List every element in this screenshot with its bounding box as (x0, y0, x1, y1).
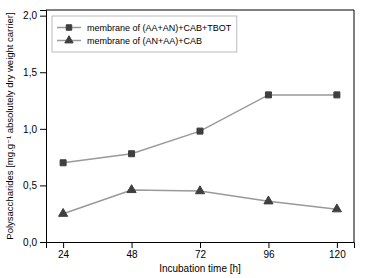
y-tick-label: 1,0 (23, 124, 37, 135)
marker (127, 185, 136, 193)
x-tick: 48 (126, 242, 138, 260)
y-axis-line (40, 11, 47, 243)
x-tick-label: 24 (58, 249, 70, 260)
legend-label: membrane of (AN+AA)+CAB (87, 36, 202, 46)
x-tick-mark (132, 242, 133, 248)
y-tick-mark (40, 72, 46, 73)
x-tick-mark (337, 242, 338, 248)
series (60, 92, 340, 166)
y-tick: 1,5 (23, 67, 46, 78)
x-axis-title: Incubation time [h] (159, 263, 241, 274)
legend: membrane of (AA+AN)+CAB+TBOT membrane of … (52, 16, 237, 52)
y-axis: 0,0 0,5 1,0 1,5 2,0 (23, 10, 46, 247)
y-tick-label: 1,5 (23, 67, 37, 78)
y-tick-mark (40, 242, 46, 243)
marker (334, 92, 340, 98)
y-tick: 1,0 (23, 124, 46, 135)
series (59, 185, 342, 217)
x-tick: 72 (195, 242, 207, 260)
marks (59, 92, 342, 216)
y-tick: 0,0 (23, 237, 46, 248)
x-axis-line (47, 243, 355, 249)
x-tick: 120 (329, 242, 346, 260)
line (63, 95, 337, 163)
legend-marker (65, 36, 73, 43)
legend-item: membrane of (AA+AN)+CAB+TBOT (57, 23, 232, 33)
y-tick-label: 0,0 (23, 237, 37, 248)
y-tick-label: 0,5 (23, 180, 37, 191)
plot-frame (46, 10, 354, 11)
x-tick: 96 (263, 242, 275, 260)
x-tick-mark (200, 242, 201, 248)
x-tick-label: 96 (263, 249, 275, 260)
legend-marker (66, 25, 71, 30)
legend-label: membrane of (AA+AN)+CAB+TBOT (87, 23, 232, 33)
x-tick-mark (268, 242, 269, 248)
marker (195, 186, 204, 194)
x-tick-label: 48 (126, 249, 138, 260)
marker (264, 196, 273, 204)
marker (129, 151, 135, 157)
marker (59, 208, 68, 216)
plot: 24 48 72 96 120 0,0 0,5 1,0 1,5 2,0 membrane of (A… (23, 10, 354, 260)
x-tick-label: 72 (195, 249, 207, 260)
y-tick-mark (40, 129, 46, 130)
x-axis: 24 48 72 96 120 (47, 242, 355, 260)
y-tick: 2,0 (23, 10, 46, 21)
marker (265, 92, 271, 98)
y-tick: 0,5 (23, 180, 46, 191)
y-tick-mark (40, 185, 46, 186)
chart: 24 48 72 96 120 0,0 0,5 1,0 1,5 2,0 membrane of (A… (0, 0, 366, 278)
x-tick: 24 (58, 242, 70, 260)
y-axis-title: Polysaccharides [mg.g⁻¹ absolutely dry w… (4, 12, 15, 239)
x-tick-label: 120 (329, 249, 346, 260)
marker (197, 128, 203, 134)
y-tick-mark (40, 16, 46, 17)
plot-frame (354, 10, 355, 242)
x-tick-mark (63, 242, 64, 248)
y-tick-label: 2,0 (23, 10, 37, 21)
marker (332, 204, 341, 212)
marker (60, 160, 66, 166)
legend-frame (52, 16, 237, 52)
legend-item: membrane of (AN+AA)+CAB (57, 36, 202, 46)
